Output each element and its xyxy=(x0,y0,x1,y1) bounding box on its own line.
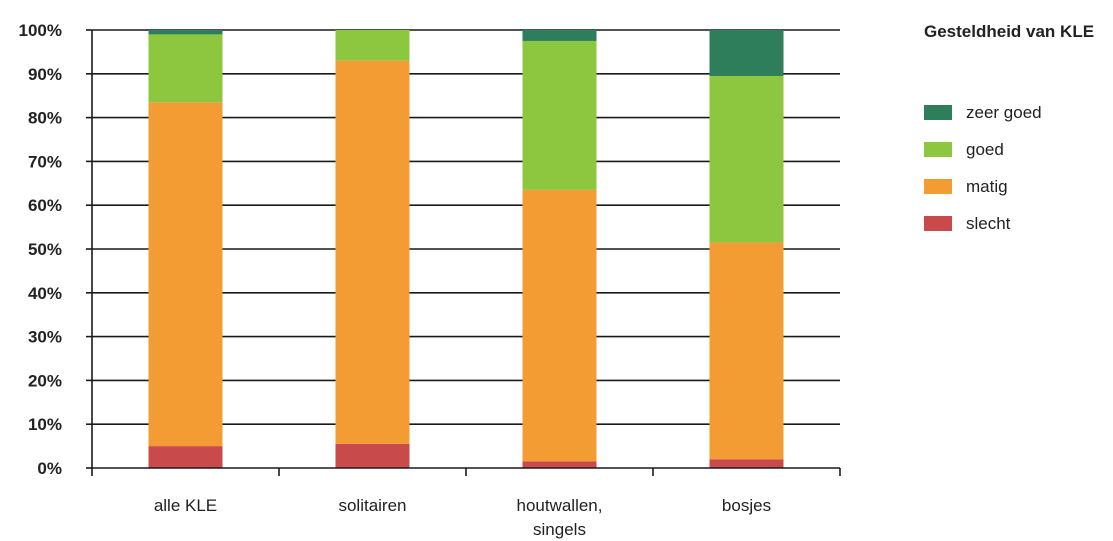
x-category-label: bosjes xyxy=(722,496,771,515)
y-tick-label: 0% xyxy=(37,459,62,478)
legend-title: Gesteldheid van KLE xyxy=(924,22,1095,41)
stacked-bar-chart: 0% 10% 20% 30% 40% 50% 60% 70% 80% 90% 100% alle K… xyxy=(19,21,841,539)
legend-item: goed xyxy=(924,131,1094,168)
legend-swatch xyxy=(924,216,952,231)
bar-segment-matig xyxy=(148,102,223,447)
bar-segment-zeer-goed xyxy=(522,30,597,41)
legend-swatch xyxy=(924,142,952,157)
y-tick-label: 60% xyxy=(28,196,62,215)
legend-label: goed xyxy=(966,139,1004,159)
legend-label: matig xyxy=(966,176,1008,196)
bar-segment-goed xyxy=(522,40,597,190)
y-tick-label: 40% xyxy=(28,284,62,303)
legend-item: matig xyxy=(924,168,1094,205)
legend-item: zeer goed xyxy=(924,94,1094,131)
bar-segment-matig xyxy=(709,242,784,460)
y-tick-label: 90% xyxy=(28,65,62,84)
x-category-label: alle KLE xyxy=(154,496,217,515)
y-tick-label: 70% xyxy=(28,152,62,171)
bar-segment-goed xyxy=(335,30,410,61)
x-axis-labels: alle KLE solitairen houtwallen, singels bosj… xyxy=(154,496,771,539)
bar-segment-zeer-goed xyxy=(148,30,223,35)
bar-segment-slecht xyxy=(335,443,410,468)
legend-label: slecht xyxy=(966,213,1011,233)
bar-segment-goed xyxy=(148,34,223,103)
legend-swatch xyxy=(924,105,952,120)
bar-segment-zeer-goed xyxy=(709,30,784,76)
y-axis-ticks: 0% 10% 20% 30% 40% 50% 60% 70% 80% 90% 100% xyxy=(19,21,92,478)
y-tick-label: 30% xyxy=(28,328,62,347)
y-tick-label: 10% xyxy=(28,415,62,434)
legend-swatch xyxy=(924,179,952,194)
x-category-label: houtwallen, singels xyxy=(516,496,602,539)
x-category-label: solitairen xyxy=(338,496,406,515)
y-tick-label: 80% xyxy=(28,109,62,128)
legend: Gesteldheid van KLE zeer goed goed matig sl… xyxy=(924,22,1094,242)
legend-label: zeer goed xyxy=(966,102,1042,122)
bar-segment-slecht xyxy=(709,459,784,468)
bar-segment-goed xyxy=(709,75,784,243)
y-tick-label: 50% xyxy=(28,240,62,259)
legend-item: slecht xyxy=(924,205,1094,242)
bars xyxy=(148,30,784,468)
y-tick-label: 20% xyxy=(28,371,62,390)
bar-segment-matig xyxy=(335,60,410,444)
y-tick-label: 100% xyxy=(19,21,62,40)
legend-items: zeer goed goed matig slecht xyxy=(924,94,1094,242)
bar-segment-matig xyxy=(522,189,597,462)
bar-segment-slecht xyxy=(522,461,597,468)
bar-segment-slecht xyxy=(148,446,223,468)
